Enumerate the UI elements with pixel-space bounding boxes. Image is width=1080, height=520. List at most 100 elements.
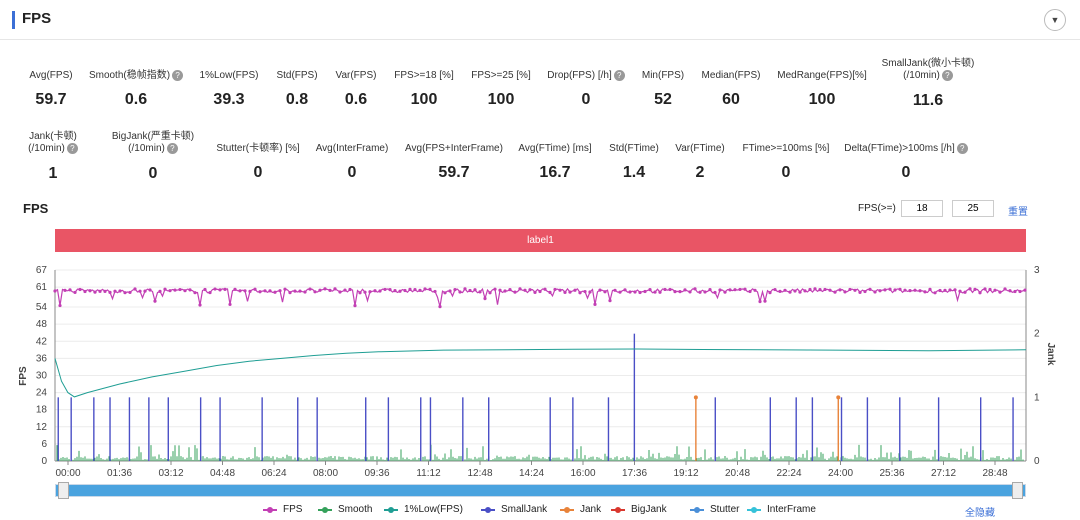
x-tick-label: 14:24 [519,468,544,479]
legend-swatch [384,506,398,513]
fps-point [783,288,787,292]
fps-point [543,287,547,291]
legend-item-fps[interactable]: FPS [263,504,302,515]
y-tick-label: 18 [36,405,48,416]
metric-label-text: Avg(InterFrame) [315,143,389,154]
fps-point [533,290,537,294]
fps-point [403,288,407,293]
fps-point [838,288,842,292]
x-tick-label: 20:48 [725,468,750,479]
fps-point [273,290,277,294]
fps-point [93,290,97,294]
fps-point [283,287,287,291]
legend-label: Stutter [710,504,740,515]
reset-button[interactable]: 重置 [1008,207,1028,218]
fps-point [128,290,132,295]
legend-item-1-low-fps-[interactable]: 1%Low(FPS) [384,504,463,515]
metric-label-text: MedRange(FPS)[%] [777,70,867,81]
fps-point [443,291,447,295]
fps-point [688,290,692,294]
slider-handle-right[interactable] [1012,482,1023,499]
metric-label: Delta(FTime)>100ms [/h]? [836,143,976,155]
legend-label: SmallJank [501,504,548,515]
fps-point [893,288,897,292]
fps-point [463,287,467,291]
fps-point [758,299,762,304]
metric-metrics_row1-8: Min(FPS) 52 [593,70,733,109]
fps-point [448,289,452,293]
metric-value: 0.6 [124,91,148,109]
metric-value: 1.4 [622,164,646,181]
fps-point [808,287,812,292]
legend-item-stutter[interactable]: Stutter [690,504,739,515]
metric-label-unit-text: (/10min) [128,143,165,155]
fps-point [523,288,527,292]
fps-point [603,290,607,294]
fps-point [458,290,462,294]
fps-point [653,290,657,294]
fps-point [813,287,817,291]
fps-point [728,288,732,292]
slider-handle-left[interactable] [58,482,69,499]
time-range-slider[interactable] [55,484,1026,497]
metric-label: FPS>=25 [%] [431,70,571,82]
y-tick-label: 24 [36,388,48,399]
metric-metrics_row1-7: Drop(FPS) [/h]? 0 [516,70,656,109]
y-tick-label: 0 [41,456,47,467]
legend-item-interframe[interactable]: InterFrame [747,504,816,515]
fps-point [608,299,612,303]
fps-point [468,288,472,293]
fps-point [288,291,292,295]
fps-point [63,288,67,292]
legend-item-jank[interactable]: Jank [560,504,601,515]
metric-label: Avg(FPS+InterFrame) [384,143,524,155]
metric-value: 0 [581,91,591,109]
y-tick-label: 12 [36,422,48,433]
metric-label: FPS>=18 [%] [354,70,494,82]
metric-metrics_row2-8: FTime>=100ms [%] 0 [716,143,856,182]
fps-point [348,287,352,292]
metric-metrics_row2-4: Avg(FPS+InterFrame) 59.7 [384,143,524,182]
metric-value: 59.7 [35,91,67,108]
legend-item-smalljank[interactable]: SmallJank [481,504,547,515]
threshold-input-1[interactable] [901,200,943,217]
marker-label-bar[interactable]: label1 [55,229,1026,252]
jank-point [836,395,841,400]
fps-point [213,287,217,291]
fps-point [563,290,567,294]
panel-header: FPS ▼ [0,0,1080,40]
hide-all-button[interactable]: 全隐藏 [965,508,995,519]
metric-label-text: Var(FTime) [675,143,725,154]
help-icon[interactable]: ? [941,70,953,81]
fps-point [733,288,737,292]
metric-label: Smooth(稳帧指数)? [66,70,206,82]
help-icon[interactable]: ? [613,70,625,81]
legend-swatch [690,506,704,513]
x-tick-label: 25:36 [879,468,904,479]
help-icon[interactable]: ? [66,143,78,154]
help-icon[interactable]: ? [166,143,178,154]
legend-item-smooth[interactable]: Smooth [318,504,372,515]
metric-label-text: Jank(卡顿) [29,131,77,142]
fps-point [683,288,687,292]
threshold-input-2[interactable] [952,200,994,217]
metric-label-text: Smooth(稳帧指数) [88,70,171,82]
legend-swatch [481,506,495,513]
x-tick-label: 09:36 [364,468,389,479]
help-icon[interactable]: ? [172,70,184,81]
metric-label: Var(FTime) [630,143,770,155]
fps-point [378,289,382,293]
fps-point [853,288,857,292]
fps-point [888,287,892,291]
chevron-down-icon[interactable]: ▼ [1044,9,1066,31]
metric-metrics_row1-6: FPS>=25 [%] 100 [431,70,571,109]
legend-item-bigjank[interactable]: BigJank [611,504,667,515]
legend-label: InterFrame [767,504,816,515]
x-tick-label: 27:12 [931,468,956,479]
metric-value: 0 [781,164,791,181]
help-icon[interactable]: ? [956,143,968,154]
metric-value: 39.3 [213,91,245,108]
fps-point [323,287,327,291]
fps-point [228,302,232,307]
